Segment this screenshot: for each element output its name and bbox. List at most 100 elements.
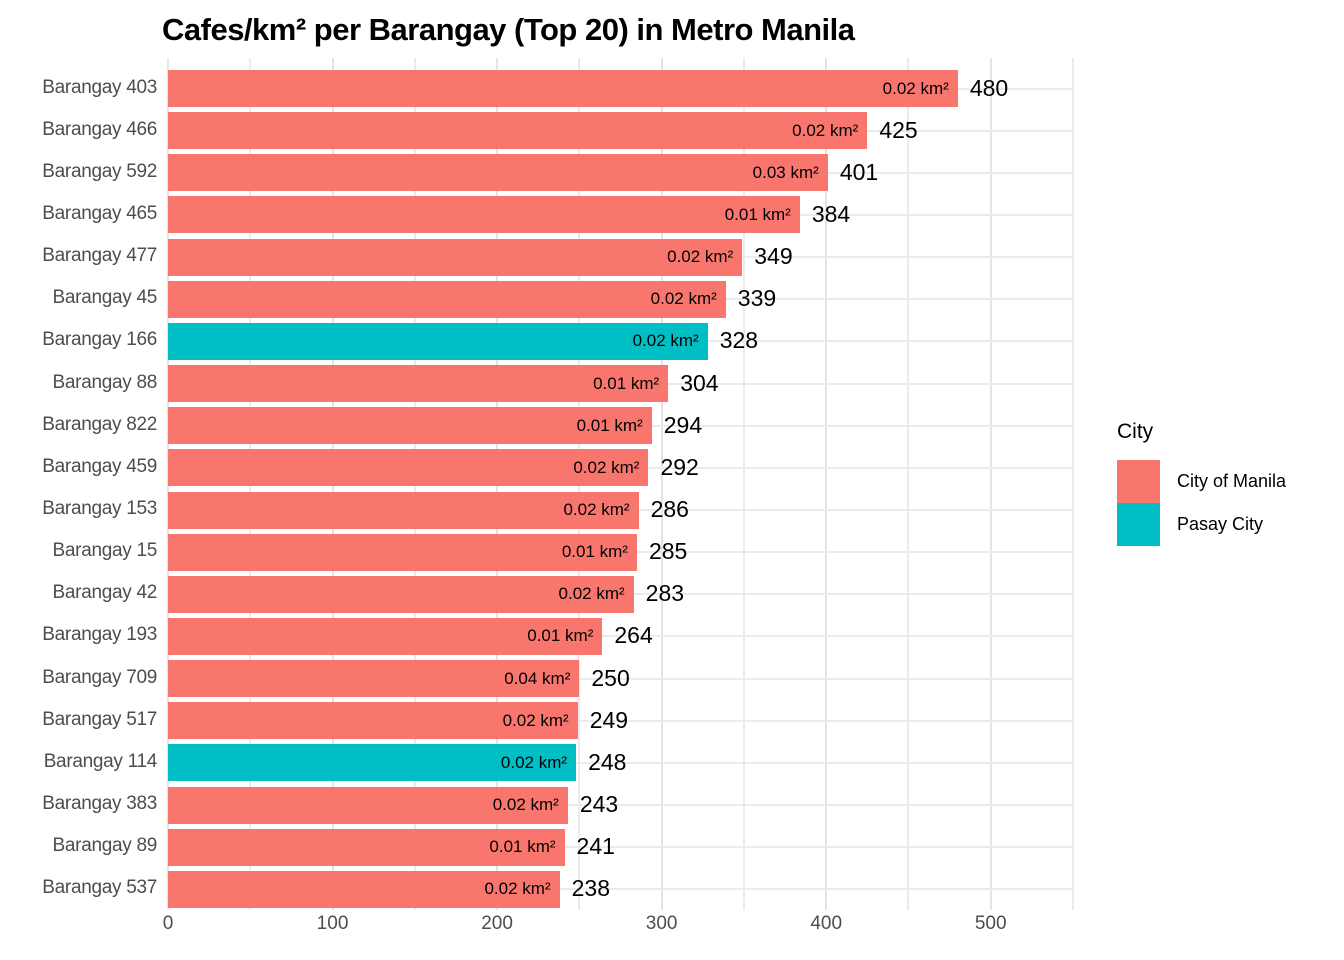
bar-value-label: 264 [614, 622, 653, 649]
bar-value-label: 250 [591, 664, 630, 691]
bar-area-label: 0.01 km² [576, 415, 643, 435]
gridline-major-vertical [825, 58, 828, 910]
bar-value-label: 328 [719, 327, 759, 354]
bar-area-label: 0.02 km² [882, 78, 949, 98]
legend-swatch-pasay [1117, 503, 1160, 546]
bar-area-label: 0.01 km² [724, 204, 791, 224]
bar-area-label: 0.04 km² [504, 668, 571, 688]
legend-label: Pasay City [1177, 514, 1264, 534]
x-axis-tick-label: 200 [481, 913, 513, 934]
y-axis-label: Barangay 193 [42, 624, 157, 646]
bar-barangay-89: 0.01 km² [168, 828, 565, 866]
gridline-minor-vertical [1072, 58, 1074, 910]
legend-title: City [1117, 420, 1154, 443]
x-axis-tick-label: 100 [316, 913, 349, 934]
bar-value-label: 425 [879, 116, 918, 143]
bar-value-label: 286 [650, 496, 689, 522]
bar-barangay-45: 0.02 km² [168, 280, 726, 318]
plot-panel: 0.02 km² 480 0.02 km² 425 0.03 km² 401 0.01 km… [167, 58, 1074, 910]
y-axis-label: Barangay 466 [42, 118, 157, 140]
chart-title: Cafes/km² per Barangay (Top 20) in Metro… [162, 12, 855, 47]
bar-area-label: 0.02 km² [632, 331, 699, 351]
bar-barangay-592: 0.03 km² [168, 154, 828, 192]
bar-barangay-459: 0.02 km² [168, 449, 649, 487]
bar-value-label: 285 [648, 538, 688, 565]
y-axis-label: Barangay 592 [42, 160, 157, 182]
gridline-horizontal [168, 888, 1073, 891]
bar-value-label: 294 [663, 411, 703, 438]
bar-area-label: 0.01 km² [527, 626, 594, 646]
bar-area-label: 0.02 km² [667, 247, 734, 267]
bar-value-label: 241 [576, 833, 615, 860]
bar-value-label: 304 [680, 369, 719, 396]
bar-barangay-537: 0.02 km² [168, 870, 560, 908]
bar-area-label: 0.01 km² [489, 837, 556, 857]
y-axis-label: Barangay 45 [52, 287, 158, 309]
gridline-major-vertical [989, 58, 992, 910]
bar-area-label: 0.02 km² [492, 795, 559, 815]
x-axis-tick-label: 500 [974, 913, 1007, 934]
y-axis-label: Barangay 42 [52, 582, 158, 604]
bar-value-label: 243 [579, 791, 619, 818]
y-axis-label: Barangay 403 [42, 76, 157, 98]
legend: City City of Manila Pasay City [1117, 420, 1286, 546]
y-axis-label: Barangay 465 [42, 202, 157, 224]
y-axis-label: Barangay 383 [42, 793, 157, 815]
bar-barangay-477: 0.02 km² [168, 238, 743, 276]
legend-label: City of Manila [1177, 471, 1287, 491]
bar-area-label: 0.01 km² [561, 542, 628, 562]
y-axis-label: Barangay 153 [42, 498, 157, 519]
y-axis-label: Barangay 88 [52, 371, 158, 393]
bar-value-label: 238 [571, 875, 610, 902]
bar-barangay-822: 0.01 km² [168, 407, 652, 445]
bar-barangay-517: 0.02 km² [168, 702, 578, 740]
y-axis-label: Barangay 537 [42, 877, 157, 899]
gridline-horizontal [168, 804, 1073, 807]
bar-area-label: 0.02 km² [563, 500, 630, 519]
bar-area-label: 0.03 km² [752, 162, 819, 182]
bar-barangay-166: 0.02 km² [168, 322, 708, 360]
bar-barangay-88: 0.01 km² [168, 365, 669, 403]
bar-area-label: 0.02 km² [558, 584, 625, 604]
gridline-horizontal [168, 635, 1073, 638]
bar-barangay-466: 0.02 km² [168, 112, 868, 150]
y-axis-label: Barangay 517 [42, 708, 157, 730]
bar-barangay-383: 0.02 km² [168, 786, 568, 824]
bar-value-label: 401 [839, 158, 879, 185]
gridline-minor-vertical [742, 58, 745, 910]
y-axis-label: Barangay 89 [52, 835, 158, 857]
legend-entries: City of Manila Pasay City [1117, 460, 1286, 546]
x-axis-tick-label: 300 [645, 913, 678, 934]
legend-swatch-manila [1117, 460, 1160, 503]
bar-barangay-193: 0.01 km² [168, 617, 603, 655]
y-axis-label: Barangay 709 [42, 666, 157, 688]
bar-value-label: 248 [588, 748, 627, 775]
y-axis-label: Barangay 166 [42, 329, 157, 351]
gridline-horizontal [168, 677, 1073, 680]
y-axis-label: Barangay 114 [43, 750, 158, 772]
bar-barangay-114: 0.02 km² [168, 744, 577, 782]
bar-area-label: 0.02 km² [502, 710, 569, 730]
bar-value-label: 283 [645, 580, 685, 607]
bar-barangay-153: 0.02 km² [168, 491, 639, 529]
x-axis-tick-label: 0 [162, 913, 174, 934]
bar-value-label: 339 [737, 285, 777, 312]
bar-area-label: 0.02 km² [484, 879, 551, 899]
bar-area-label: 0.02 km² [573, 457, 640, 477]
legend-entry-manila: City of Manila [1117, 460, 1286, 503]
bar-barangay-465: 0.01 km² [168, 196, 800, 234]
y-axis-label: Barangay 459 [42, 455, 157, 477]
bar-area-label: 0.01 km² [593, 373, 660, 393]
y-axis-label: Barangay 822 [42, 413, 157, 435]
y-axis-label: Barangay 477 [42, 245, 157, 267]
bar-value-label: 249 [589, 706, 629, 733]
bar-value-label: 292 [660, 453, 699, 480]
gridline-minor-vertical [907, 58, 910, 910]
bar-value-label: 349 [754, 243, 793, 270]
bar-area-label: 0.02 km² [500, 752, 568, 772]
bar-value-label: 480 [969, 74, 1009, 101]
gridline-horizontal [168, 761, 1073, 764]
bar-barangay-403: 0.02 km² [168, 70, 958, 107]
gridline-major-vertical [660, 58, 663, 910]
